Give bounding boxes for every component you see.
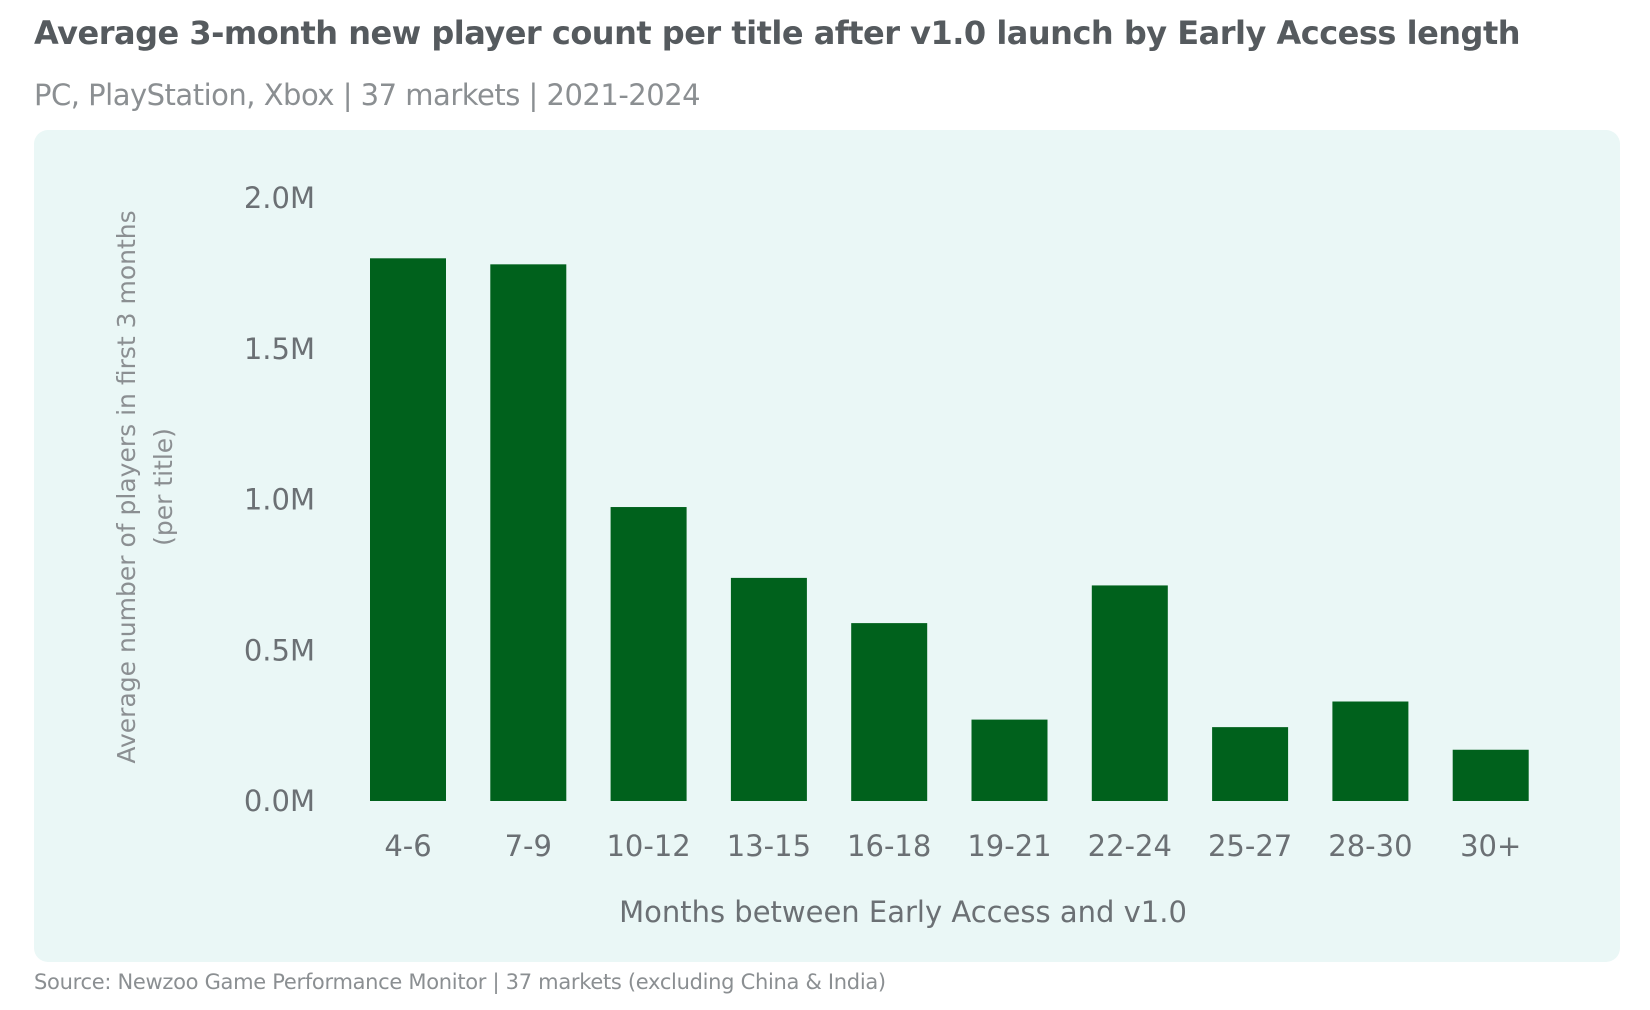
x-tick-label: 13-15 [727, 829, 811, 863]
x-tick-label: 16-18 [847, 829, 931, 863]
bar-19-21 [971, 719, 1048, 801]
y-tick-label: 1.5M [244, 332, 315, 366]
x-tick-label: 30+ [1460, 829, 1521, 863]
bar-30+ [1452, 749, 1529, 801]
y-tick-label: 0.5M [244, 633, 315, 667]
x-tick-label: 22-24 [1088, 829, 1172, 863]
bar-7-9 [490, 264, 567, 802]
y-tick-label: 2.0M [244, 181, 315, 215]
source-note: Source: Newzoo Game Performance Monitor … [34, 970, 886, 994]
y-axis-title: Average number of players in first 3 mon… [112, 210, 141, 763]
chart-subtitle: PC, PlayStation, Xbox | 37 markets | 202… [34, 78, 701, 112]
x-tick-label: 4-6 [384, 829, 431, 863]
bar-10-12 [610, 507, 687, 801]
bar-4-6 [370, 258, 446, 801]
y-tick-label: 1.0M [244, 483, 315, 517]
bar-28-30 [1332, 701, 1409, 801]
chart-title: Average 3-month new player count per tit… [34, 14, 1521, 52]
y-tick-label: 0.0M [244, 784, 315, 818]
y-axis-title-line2: (per title) [149, 428, 178, 546]
x-tick-label: 28-30 [1328, 829, 1412, 863]
bar-22-24 [1091, 585, 1168, 801]
bar-25-27 [1212, 727, 1289, 801]
x-tick-label: 7-9 [505, 829, 552, 863]
x-tick-label: 10-12 [606, 829, 690, 863]
bar-16-18 [851, 623, 928, 801]
x-tick-label: 19-21 [967, 829, 1051, 863]
bar-13-15 [730, 577, 807, 801]
chart-panel [34, 130, 1620, 962]
x-tick-label: 25-27 [1208, 829, 1292, 863]
x-axis-title: Months between Early Access and v1.0 [619, 895, 1187, 929]
